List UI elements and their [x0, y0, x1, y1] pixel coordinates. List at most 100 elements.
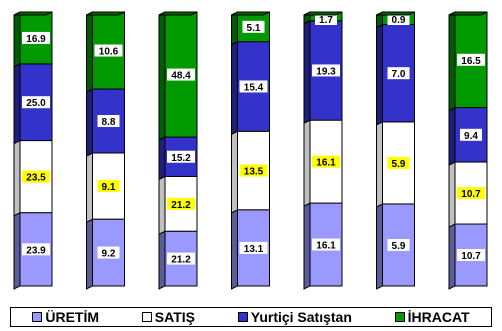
bar-5-ihracat-value-label: 1.7 — [319, 15, 333, 26]
bar-2-satis-value-label: 9.1 — [102, 182, 116, 193]
bar-7-uretim-value-label: 10.7 — [461, 251, 481, 262]
bar-7-ihracat-value-label: 16.5 — [461, 56, 481, 67]
bar-4-satis-value-label: 13.5 — [244, 167, 264, 178]
bar-4-ihracat-side — [231, 11, 238, 46]
bar-1-uretim-value-label: 23.9 — [26, 245, 46, 256]
bar-2-yurtici-satistan-side — [86, 88, 93, 157]
bar-5-satis-label-bg — [312, 155, 340, 168]
bar-4-yurtici-satistan-side — [231, 40, 238, 136]
bar-5-satis-side — [303, 119, 311, 207]
bar-2-yurtici-satistan-label-bg — [97, 115, 120, 128]
bar-3-satis-value-label: 21.2 — [171, 200, 191, 211]
bar-3-yurtici-satistan-value-label: 15.2 — [171, 153, 191, 164]
bar-3: 21.2 21.2 15.2 48.4 — [158, 11, 198, 290]
legend-swatch-ihracat — [394, 312, 405, 322]
bar-3-uretim-value-label: 21.2 — [171, 255, 191, 266]
bars-group: 23.9 23.5 25.0 16.9 9.2 9.1 8.8 10.6 21.2 21.2 15.… — [13, 11, 488, 290]
bar-5-top-cap — [303, 11, 343, 16]
bar-5-uretim-value-label: 16.1 — [316, 241, 336, 252]
bar-4-ihracat-value-label: 5.1 — [247, 23, 261, 34]
bar-6-yurtici-satistan-side — [376, 23, 383, 126]
legend-swatch-satis — [141, 312, 152, 322]
bar-7: 10.7 10.7 9.4 16.5 — [448, 11, 488, 290]
bar-6-ihracat-label-bg — [387, 13, 410, 25]
bar-7-uretim-label-bg — [457, 249, 485, 262]
bar-1-uretim-label-bg — [22, 243, 50, 256]
bar-6: 5.9 5.9 7.0 0.9 — [376, 11, 415, 290]
bar-3-yurtici-satistan-label-bg — [167, 150, 195, 163]
bar-2-ihracat-value-label: 10.6 — [99, 47, 119, 58]
bar-2-satis-label-bg — [97, 180, 120, 193]
bar-5-ihracat-label-bg — [315, 13, 337, 25]
bar-2-ihracat-side — [86, 11, 93, 93]
bar-3-top-cap — [158, 11, 198, 16]
bar-1: 23.9 23.5 25.0 16.9 — [13, 11, 53, 290]
bar-1-yurtici-satistan-label-bg — [22, 96, 50, 109]
bar-7-ihracat-label-bg — [457, 53, 485, 66]
stacked-bar-chart: 23.9 23.5 25.0 16.9 9.2 9.1 8.8 10.6 21.2 21.2 15.… — [13, 11, 488, 290]
legend-item-uretim: ÜRETİM — [32, 309, 99, 325]
bar-1-ihracat-label-bg — [22, 31, 50, 44]
bar-4-uretim-label-bg — [239, 241, 268, 254]
bar-4: 13.1 13.5 15.4 5.1 — [231, 11, 270, 290]
bar-6-yurtici-satistan-label-bg — [387, 67, 410, 80]
legend-label-yurtici: Yurtiçi Satıştan — [250, 309, 352, 325]
bar-2-uretim-side — [86, 218, 93, 290]
bar-5-yurtici-satistan-label-bg — [312, 64, 340, 77]
bar-4-uretim-value-label: 13.1 — [244, 244, 264, 255]
bar-2-top-cap — [86, 11, 125, 16]
bar-6-yurtici-satistan-value-label: 7.0 — [392, 69, 406, 80]
legend-swatch-yurtici — [237, 312, 248, 322]
legend-item-satis: SATIŞ — [141, 309, 195, 325]
bar-5-uretim-label-bg — [312, 238, 340, 251]
legend-swatch-uretim — [32, 312, 43, 322]
bar-7-ihracat-side — [448, 11, 456, 112]
bar-4-satis-label-bg — [239, 164, 268, 177]
bar-3-ihracat-side — [158, 11, 166, 141]
bar-7-satis-label-bg — [457, 187, 485, 200]
bar-3-ihracat-label-bg — [167, 68, 195, 81]
bar-3-satis-side — [158, 175, 166, 236]
bar-6-uretim-label-bg — [387, 238, 410, 251]
bar-3-uretim-side — [158, 230, 166, 290]
bar-1-yurtici-satistan-value-label: 25.0 — [26, 98, 46, 109]
bar-7-top-cap — [448, 11, 488, 16]
bar-1-yurtici-satistan-side — [13, 63, 21, 145]
bar-1-uretim-side — [13, 211, 21, 290]
bar-1-satis-label-bg — [22, 170, 50, 183]
bar-4-satis-side — [231, 130, 238, 214]
bar-1-ihracat-value-label: 16.9 — [26, 34, 46, 45]
bar-7-yurtici-satistan-side — [448, 106, 456, 166]
bar-6-top-cap — [376, 11, 415, 16]
bar-7-yurtici-satistan-label-bg — [460, 128, 482, 141]
legend: ÜRETİM SATIŞ Yurtiçi Satıştan İHRACAT — [10, 307, 492, 327]
bar-5-yurtici-satistan-value-label: 19.3 — [316, 66, 336, 77]
legend-item-ihracat: İHRACAT — [394, 309, 470, 325]
bar-3-uretim-label-bg — [167, 252, 195, 265]
bar-7-yurtici-satistan-value-label: 9.4 — [464, 131, 478, 142]
bar-5-yurtici-satistan-side — [303, 19, 311, 124]
bar-1-satis-value-label: 23.5 — [26, 173, 46, 184]
bar-6-uretim-side — [376, 203, 383, 290]
bar-1-satis-side — [13, 139, 21, 217]
bar-5-uretim-side — [303, 202, 311, 290]
legend-label-uretim: ÜRETİM — [45, 309, 100, 325]
bar-3-ihracat-value-label: 48.4 — [171, 71, 191, 82]
bar-4-yurtici-satistan-label-bg — [239, 80, 268, 93]
legend-label-ihracat: İHRACAT — [407, 309, 470, 325]
bar-3-satis-label-bg — [167, 197, 195, 210]
bar-2-satis-side — [86, 152, 93, 223]
bar-7-uretim-side — [448, 223, 456, 290]
bar-2-uretim-label-bg — [97, 246, 120, 259]
legend-label-satis: SATIŞ — [154, 309, 195, 325]
bar-6-satis-side — [376, 121, 383, 208]
bar-4-uretim-side — [231, 208, 238, 290]
bar-4-ihracat-label-bg — [242, 20, 265, 33]
bar-6-satis-value-label: 5.9 — [392, 159, 406, 170]
legend-item-yurtici: Yurtiçi Satıştan — [237, 309, 352, 325]
bar-2-ihracat-label-bg — [94, 44, 123, 57]
bar-1-top-cap — [13, 11, 53, 16]
bar-7-satis-side — [448, 161, 456, 228]
bar-5: 16.1 16.1 19.3 1.7 — [303, 11, 343, 290]
bar-6-satis-label-bg — [387, 156, 410, 169]
